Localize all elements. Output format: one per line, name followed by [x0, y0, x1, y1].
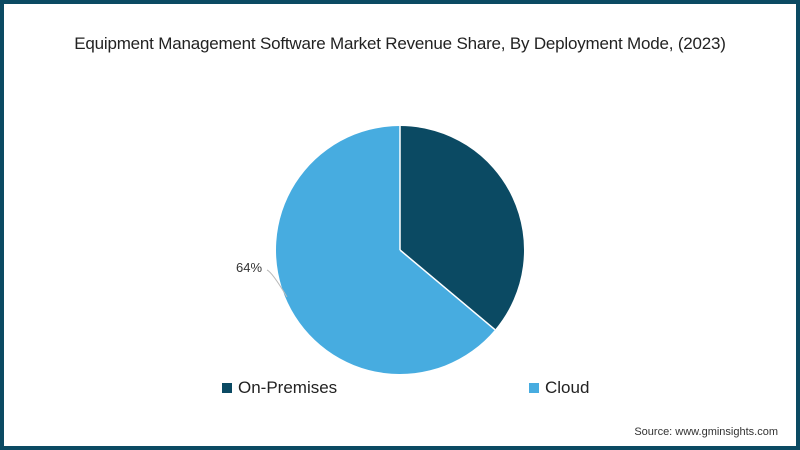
legend-label: On-Premises [238, 378, 338, 397]
source-note: Source: www.gminsights.com [634, 426, 778, 438]
data-label-cloud: 64% [236, 260, 263, 275]
legend-item-on-premises: On-Premises [222, 378, 337, 398]
legend-label: Cloud [545, 378, 590, 397]
pie-slice-on-premises [400, 125, 525, 330]
pie-slice-cloud [276, 126, 495, 375]
legend-swatch-cloud [529, 383, 539, 393]
legend-item-cloud: Cloud [529, 378, 589, 398]
legend-swatch-on-premises [222, 383, 232, 393]
chart-title: Equipment Management Software Market Rev… [74, 34, 726, 53]
leader-line [266, 269, 288, 298]
